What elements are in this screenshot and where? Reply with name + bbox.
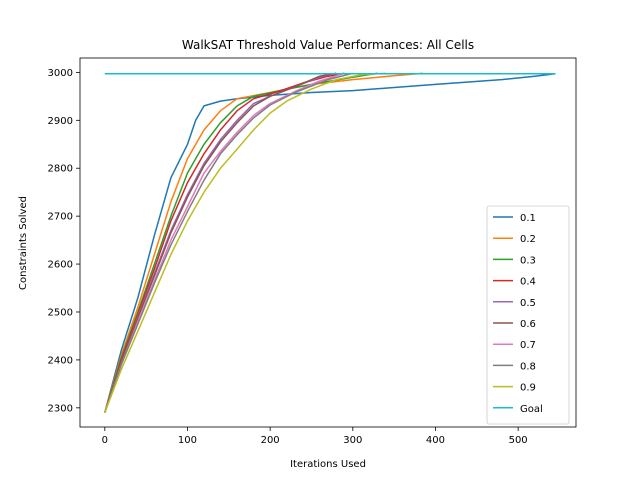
series-line-7 xyxy=(104,72,353,413)
legend-label: 0.1 xyxy=(520,213,536,224)
legend-label: 0.3 xyxy=(520,255,536,266)
x-tick-label: 300 xyxy=(343,435,362,446)
y-tick-label: 2500 xyxy=(48,307,73,318)
legend-label: Goal xyxy=(520,404,543,415)
legend-box xyxy=(486,205,570,425)
y-tick-label: 2900 xyxy=(48,116,73,127)
legend-label: 0.7 xyxy=(520,340,536,351)
series-line-8 xyxy=(104,72,386,413)
axes-frame xyxy=(79,57,577,428)
x-tick-label: 200 xyxy=(261,435,280,446)
chart-title: WalkSAT Threshold Value Performances: Al… xyxy=(182,38,474,52)
legend-label: 0.2 xyxy=(520,234,536,245)
legend-label: 0.9 xyxy=(520,383,536,394)
y-axis-title: Constraints Solved xyxy=(18,196,29,290)
legend: 0.1 0.2 0.3 0.4 0.5 0.6 0.7 0.8 0.9 Goal xyxy=(486,205,570,425)
legend-label: 0.6 xyxy=(520,319,536,330)
y-tick-label: 2400 xyxy=(48,355,73,366)
y-tick-label: 2600 xyxy=(48,260,73,271)
legend-label: 0.8 xyxy=(520,361,536,372)
x-axis-title: Iterations Used xyxy=(290,459,366,470)
x-tick-label: 100 xyxy=(178,435,197,446)
series-line-0 xyxy=(104,73,556,413)
y-tick-label: 2700 xyxy=(48,212,73,223)
legend-label: 0.4 xyxy=(520,277,536,288)
x-tick-label: 0 xyxy=(102,435,108,446)
series-line-6 xyxy=(104,72,345,413)
plot-area xyxy=(79,57,577,428)
y-tick-label: 2800 xyxy=(48,164,73,175)
y-tick-label: 2300 xyxy=(48,403,73,414)
series-line-5 xyxy=(104,72,337,413)
y-axis: 2300 2400 2500 2600 2700 2800 2900 3000 xyxy=(48,68,80,414)
x-axis: 0 100 200 300 400 500 xyxy=(102,427,528,446)
x-tick-label: 500 xyxy=(509,435,528,446)
legend-label: 0.5 xyxy=(520,298,536,309)
x-tick-label: 400 xyxy=(426,435,445,446)
y-tick-label: 3000 xyxy=(48,68,73,79)
series-line-1 xyxy=(104,72,424,413)
